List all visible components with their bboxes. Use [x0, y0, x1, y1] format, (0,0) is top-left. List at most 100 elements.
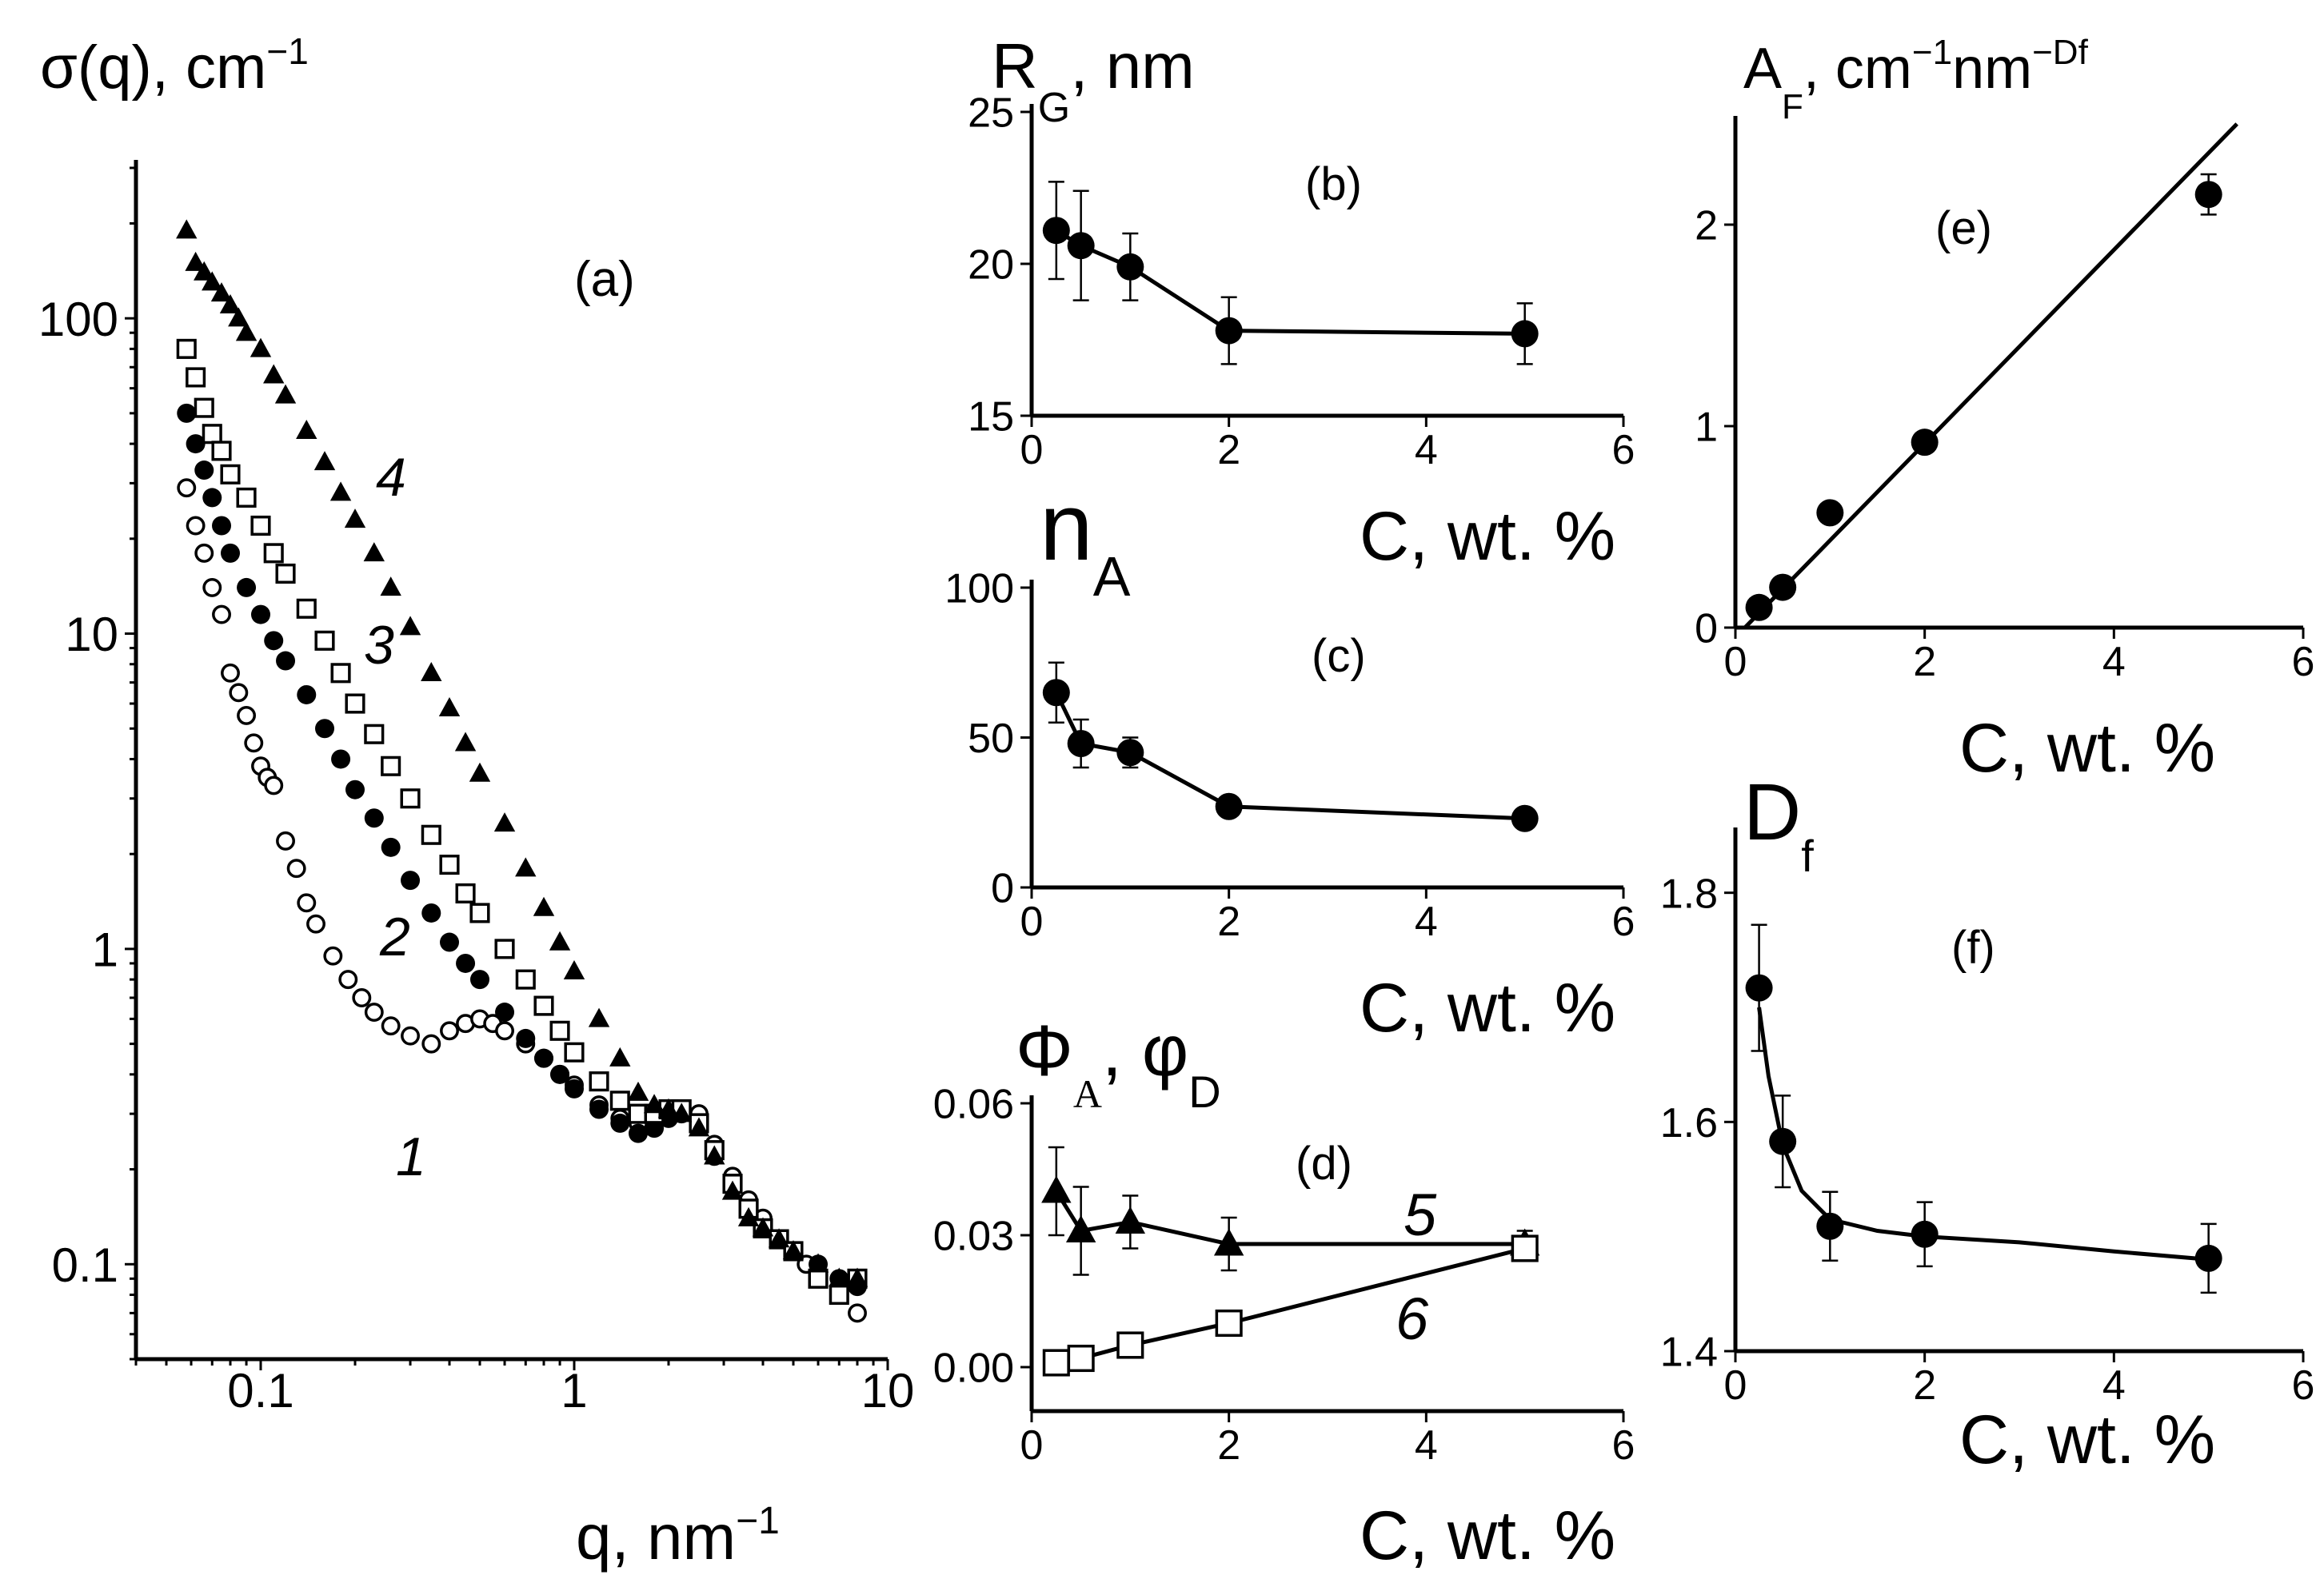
panel-a-point [275, 563, 296, 584]
panel-a-point [657, 1098, 680, 1118]
panel-a-point [627, 1081, 649, 1101]
panel-a-point [323, 946, 343, 966]
panel-e-point [1769, 573, 1797, 601]
panel-a-point [381, 1016, 401, 1036]
panel-a-point [296, 419, 317, 439]
panel-d-point [1067, 1344, 1095, 1373]
panel-f-x-title: C, wt. % [1959, 1402, 2215, 1478]
panel-a-point [210, 282, 233, 302]
panel-a-point [515, 857, 537, 877]
panel-d-y-tick-label: 0.06 [933, 1082, 1014, 1128]
panel-a-point [177, 478, 197, 498]
panel-a-point [609, 1047, 631, 1067]
panel-a-point [421, 903, 441, 923]
panel-a-point [186, 367, 206, 388]
panel-e-y-tick-label: 1 [1695, 405, 1718, 451]
panel-e-y-title: AF, cm−1nm−Df [1743, 33, 2089, 126]
panel-a-point [549, 1020, 570, 1041]
panel-c-chart: 0 2 4 6 0 50 100 (c) nA C, wt. % [944, 473, 1635, 1047]
panel-a-point [807, 1253, 829, 1273]
panel-a-point [202, 577, 222, 597]
panel-b-point [1067, 232, 1095, 260]
panel-b-x-tick-label: 2 [1217, 427, 1240, 473]
panel-a-point [276, 651, 296, 671]
panel-a-x-title-main: q, nm [576, 1501, 736, 1573]
panel-a-x-tick-label: 10 [861, 1364, 915, 1418]
panel-d-label: (d) [1296, 1138, 1352, 1190]
panel-c-point [1215, 792, 1243, 820]
panel-a-point [589, 1071, 609, 1092]
panel-b-y-tick-label: 15 [968, 394, 1014, 441]
panel-a-point [564, 1079, 584, 1099]
panel-d-point [1041, 1175, 1072, 1203]
panel-d-chart: 0 2 4 6 0.00 0.03 0.06 (d) ΦA, φD C, wt. % 5 6 [933, 1011, 1635, 1574]
panel-a-point [345, 780, 365, 799]
panel-a-point [228, 307, 250, 327]
panel-a-point [610, 1113, 630, 1133]
panel-a-point [737, 1206, 760, 1226]
panel-a-point [589, 1099, 609, 1119]
panel-e-y-title-sup2: −Df [2032, 33, 2088, 72]
panel-a-y-tick-label: 1 [92, 923, 118, 977]
panel-a-point [244, 733, 264, 753]
panel-d-point [1065, 1214, 1096, 1242]
panel-e-point [1745, 593, 1773, 621]
panel-a-point [236, 487, 257, 508]
panel-b-x-tick-label: 4 [1415, 427, 1438, 473]
panel-a-point [846, 1267, 869, 1287]
panel-c-point [1116, 739, 1144, 767]
panel-a-point [338, 970, 358, 990]
panel-c-point [1042, 679, 1070, 707]
panel-b-point [1511, 320, 1539, 348]
panel-f-point [1816, 1212, 1844, 1240]
panel-a-point [364, 808, 384, 828]
panel-a-point [421, 662, 442, 682]
panel-a-point [455, 883, 476, 904]
panel-a-point [495, 1021, 514, 1041]
panel-d-y-title-sub2: D [1188, 1067, 1220, 1117]
panel-e-y-title-main: A [1743, 37, 1782, 101]
panel-b-y-title-rest: , nm [1070, 30, 1195, 102]
panel-a-point [688, 1117, 710, 1137]
panel-b-point [1042, 217, 1070, 245]
panel-d-point [1042, 1349, 1070, 1377]
panel-a-point [550, 1064, 570, 1084]
panel-a-point [381, 756, 401, 776]
panel-a-point [534, 1048, 554, 1068]
panel-a-point [401, 1026, 420, 1046]
panel-a-y-tick-label: 100 [38, 293, 118, 346]
panel-b-x-tick-label: 0 [1020, 427, 1044, 473]
panel-f-chart: 0 2 4 6 1.4 1.6 1.8 (f) Df C, wt. % [1660, 768, 2315, 1478]
panel-a-point [401, 871, 421, 891]
panel-d-point [1115, 1206, 1146, 1234]
panel-a-point [494, 939, 515, 959]
panel-a-point [297, 893, 317, 913]
panel-d-y-title: ΦA, φD [1016, 1011, 1221, 1117]
panel-a-y-tick-label: 10 [65, 608, 118, 661]
panel-a-point [237, 705, 257, 725]
panel-a-point [264, 776, 284, 795]
panel-a-point [456, 953, 476, 973]
panel-d-series-label: 6 [1396, 1286, 1429, 1352]
panel-a-point [297, 684, 317, 704]
panel-b-y-tick-label: 25 [968, 90, 1014, 137]
panel-a-point [286, 859, 306, 879]
panel-a-point [250, 604, 270, 624]
panel-a-point [629, 1123, 649, 1143]
panel-b-y-title-main: R [992, 30, 1038, 102]
panel-a-point [194, 261, 215, 281]
panel-a-point [221, 543, 241, 563]
panel-f-x-tick-label: 2 [1913, 1362, 1936, 1409]
panel-a-point [588, 1007, 610, 1027]
panel-d-y-title-main: Φ [1016, 1011, 1073, 1091]
panel-a-point [185, 251, 206, 271]
panel-a-point [212, 516, 232, 536]
panel-a-point [752, 1217, 774, 1237]
panel-f-fit-curve [1757, 1007, 2209, 1262]
panel-a-point [609, 1091, 630, 1111]
panel-a-point [274, 384, 297, 404]
panel-a-point [439, 854, 460, 875]
panel-f-label: (f) [1951, 922, 1995, 974]
